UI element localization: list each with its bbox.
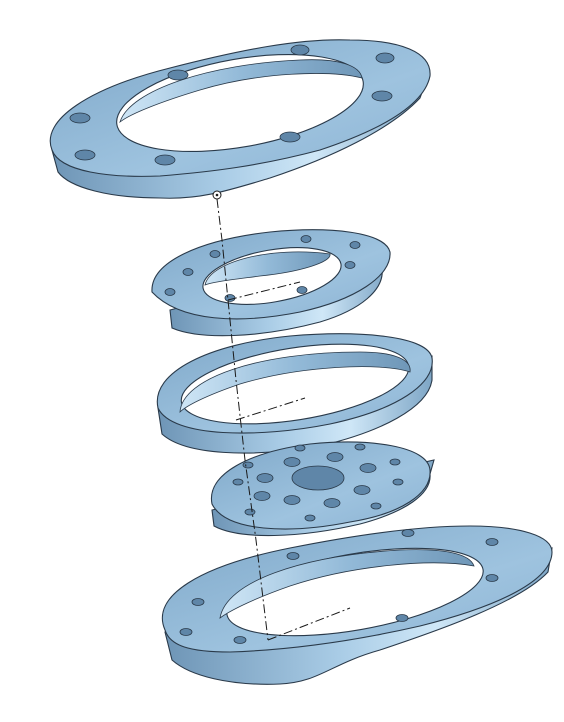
top-flange-bolt-holes	[69, 44, 395, 166]
explode-axis-branch-2	[235, 397, 306, 421]
explode-axis-branch-3	[267, 607, 351, 641]
stepped-ring-bolt-holes	[164, 235, 361, 302]
bottom-flange[interactable]	[161, 525, 553, 685]
bottom-flange-bolt-holes	[179, 529, 499, 644]
explode-axis-branch-1	[227, 281, 301, 301]
stepped-ring[interactable]	[151, 229, 391, 337]
bearing-ring[interactable]	[156, 330, 433, 454]
explode-axis-line	[216, 198, 269, 641]
explode-axis	[212, 190, 351, 641]
top-flange[interactable]	[49, 38, 431, 199]
perforated-disc[interactable]	[210, 441, 435, 537]
perforated-disc-holes	[232, 443, 404, 522]
